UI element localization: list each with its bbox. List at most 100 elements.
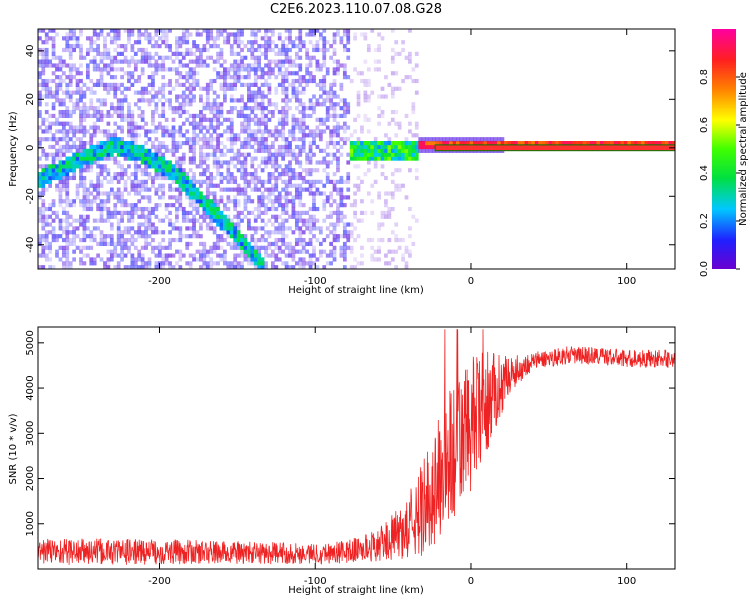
spectrogram-cell bbox=[181, 106, 186, 111]
spectrogram-cell bbox=[462, 141, 467, 146]
spectrogram-cell bbox=[332, 113, 337, 119]
spectrogram-cell bbox=[130, 32, 135, 37]
spectrogram-cell bbox=[82, 187, 87, 192]
spectrogram-cell bbox=[205, 156, 210, 161]
spectrogram-cell bbox=[363, 117, 368, 122]
spectrogram-cell bbox=[79, 199, 83, 204]
spectrogram-cell bbox=[315, 67, 320, 72]
spectrogram-cell bbox=[164, 44, 169, 49]
spectrogram-cell bbox=[456, 141, 460, 146]
spectrogram-cell bbox=[161, 144, 166, 150]
spectrogram-cell bbox=[120, 51, 124, 56]
spectrogram-cell bbox=[168, 47, 172, 53]
spectrogram-cell bbox=[390, 55, 395, 60]
spectrogram-cell bbox=[82, 160, 87, 165]
spectrogram-cell bbox=[216, 94, 220, 99]
spectrogram-cell bbox=[55, 63, 59, 68]
spectrogram-cell bbox=[61, 113, 66, 119]
spectrogram-cell bbox=[247, 137, 251, 142]
spectrogram-cell bbox=[202, 206, 207, 212]
spectrogram-cell bbox=[366, 78, 371, 84]
spectrogram-cell bbox=[384, 75, 388, 80]
spectrogram-cell bbox=[366, 191, 371, 196]
spectrogram-cell bbox=[318, 36, 323, 41]
spectrogram-cell bbox=[130, 226, 135, 231]
spectrogram-cell bbox=[250, 175, 255, 181]
spectrogram-cell bbox=[346, 106, 351, 111]
spectrogram-cell bbox=[144, 55, 148, 60]
spectrogram-cell bbox=[185, 172, 190, 177]
spectrogram-cell bbox=[41, 183, 46, 188]
spectrogram-cell bbox=[75, 106, 80, 111]
spectrogram-cell bbox=[336, 59, 340, 64]
spectrogram-cell bbox=[192, 152, 196, 157]
colorbar: 0.00.20.40.60.8 Normalized spectral ampl… bbox=[699, 29, 749, 277]
spectrogram-cell bbox=[277, 214, 282, 219]
spectrogram-cell bbox=[223, 222, 227, 227]
spectrogram-cell bbox=[61, 90, 66, 95]
spectrogram-cell bbox=[435, 137, 440, 142]
spectrogram-cell bbox=[137, 222, 142, 227]
spectrogram-cell bbox=[236, 137, 241, 142]
spectrogram-cell bbox=[233, 175, 238, 181]
spectrogram-cell bbox=[85, 106, 90, 111]
spectrogram-cell bbox=[44, 175, 49, 181]
spectrogram-cell bbox=[264, 40, 268, 45]
spectrogram-cell bbox=[229, 75, 234, 80]
spectrogram-cell bbox=[202, 59, 207, 64]
spectrogram-cell bbox=[116, 125, 121, 130]
spectrogram-cell bbox=[229, 109, 234, 115]
spectrogram-cell bbox=[127, 245, 131, 250]
spectrogram-cell bbox=[137, 257, 142, 262]
spectrogram-cell bbox=[202, 63, 207, 68]
spectrogram-cell bbox=[476, 141, 481, 146]
spectrogram-cell bbox=[65, 183, 70, 188]
spectrogram-cell bbox=[298, 82, 303, 87]
spectrogram-cell bbox=[257, 137, 262, 142]
spectrogram-cell bbox=[288, 152, 292, 157]
spectrogram-cell bbox=[185, 51, 190, 56]
spectrogram-cell bbox=[298, 261, 303, 266]
spectrogram-cell bbox=[205, 175, 210, 181]
spectrogram-cell bbox=[103, 148, 107, 153]
spectrogram-cell bbox=[257, 90, 262, 95]
spectrogram-cell bbox=[99, 55, 104, 60]
spectrogram-cell bbox=[157, 187, 162, 192]
spectrogram-cell bbox=[390, 191, 395, 196]
spectrogram-cell bbox=[65, 90, 70, 95]
spectrogram-cell bbox=[284, 75, 289, 80]
spectrogram-cell bbox=[490, 137, 495, 142]
spectrogram-cell bbox=[253, 32, 258, 37]
spectrogram-cell bbox=[38, 71, 42, 76]
spectrogram-cell bbox=[356, 187, 361, 192]
spectrogram-cell bbox=[229, 63, 234, 68]
spectrogram-cell bbox=[390, 141, 395, 146]
spectrogram-cell bbox=[109, 102, 114, 107]
spectrogram-cell bbox=[147, 241, 152, 247]
spectrogram-cell bbox=[247, 141, 251, 146]
spectrogram-cell bbox=[360, 261, 364, 266]
spectrogram-cell bbox=[96, 63, 100, 68]
spectrogram-cell bbox=[48, 59, 53, 64]
spectrogram-cell bbox=[229, 245, 234, 250]
spectrogram-cell bbox=[274, 106, 279, 111]
spectrogram-cell bbox=[185, 29, 190, 33]
spectrogram-cell bbox=[298, 199, 303, 204]
spectrogram-cell bbox=[65, 257, 70, 262]
spectrogram-cell bbox=[243, 206, 248, 212]
spectrogram-cell bbox=[318, 121, 323, 126]
spectrogram-cell bbox=[270, 230, 275, 235]
spectrogram-cell bbox=[257, 195, 262, 200]
spectrogram-cell bbox=[205, 249, 210, 254]
spectrogram-cell bbox=[188, 218, 193, 223]
spectrogram-cell bbox=[267, 90, 272, 95]
spectrogram-cell bbox=[346, 237, 351, 243]
spectrogram-cell bbox=[205, 210, 210, 215]
spectrogram-cell bbox=[404, 245, 409, 250]
spectrogram-cell bbox=[140, 179, 145, 184]
spectrogram-cell bbox=[154, 160, 159, 165]
spectrogram-cell bbox=[55, 164, 59, 169]
spectrogram-cell bbox=[288, 164, 292, 169]
spectrogram-cell bbox=[202, 160, 207, 165]
spectrogram-cell bbox=[72, 203, 76, 208]
